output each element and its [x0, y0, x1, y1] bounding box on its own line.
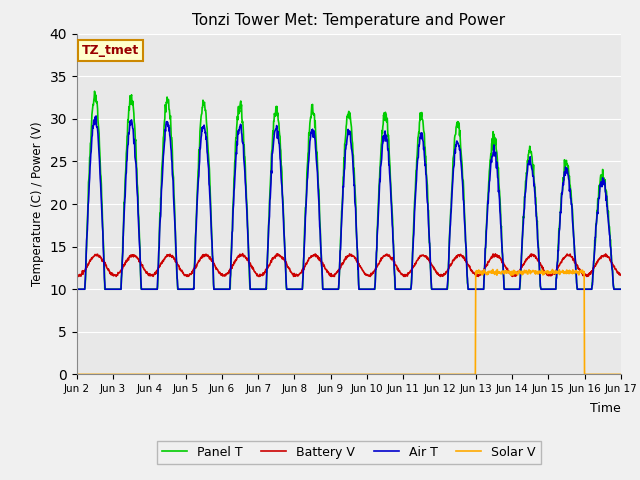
Air T	[255, 286, 263, 292]
Air T	[194, 181, 202, 187]
Battery V	[194, 260, 202, 266]
Air T	[433, 286, 441, 292]
Battery V	[504, 269, 512, 275]
Line: Panel T: Panel T	[77, 91, 620, 289]
Text: Time: Time	[590, 402, 621, 415]
Line: Battery V: Battery V	[77, 253, 620, 276]
Panel T	[73, 286, 81, 292]
Battery V	[180, 273, 188, 278]
Panel T	[255, 286, 263, 292]
Solar V	[504, 269, 512, 275]
Battery V	[73, 274, 81, 279]
Air T	[504, 286, 512, 292]
Y-axis label: Temperature (C) / Power (V): Temperature (C) / Power (V)	[31, 122, 44, 286]
Panel T	[433, 286, 441, 292]
Battery V	[255, 274, 263, 279]
Panel T	[91, 88, 99, 94]
Text: TZ_tmet: TZ_tmet	[82, 44, 140, 57]
Battery V	[239, 251, 246, 256]
Line: Solar V: Solar V	[77, 269, 620, 374]
Air T	[616, 286, 624, 292]
Solar V	[489, 266, 497, 272]
Solar V	[255, 372, 262, 377]
Air T	[73, 286, 81, 292]
Air T	[92, 113, 100, 119]
Solar V	[552, 270, 560, 276]
Battery V	[552, 267, 560, 273]
Solar V	[180, 372, 188, 377]
Panel T	[194, 169, 202, 175]
Air T	[181, 286, 189, 292]
Panel T	[552, 277, 560, 283]
Battery V	[433, 271, 441, 276]
Solar V	[194, 372, 202, 377]
Panel T	[504, 286, 512, 292]
Solar V	[433, 372, 441, 377]
Panel T	[181, 286, 189, 292]
Battery V	[616, 272, 624, 278]
Legend: Panel T, Battery V, Air T, Solar V: Panel T, Battery V, Air T, Solar V	[157, 441, 541, 464]
Line: Air T: Air T	[77, 116, 620, 289]
Solar V	[73, 372, 81, 377]
Title: Tonzi Tower Met: Temperature and Power: Tonzi Tower Met: Temperature and Power	[192, 13, 506, 28]
Panel T	[616, 286, 624, 292]
Solar V	[616, 372, 624, 377]
Air T	[552, 275, 560, 281]
